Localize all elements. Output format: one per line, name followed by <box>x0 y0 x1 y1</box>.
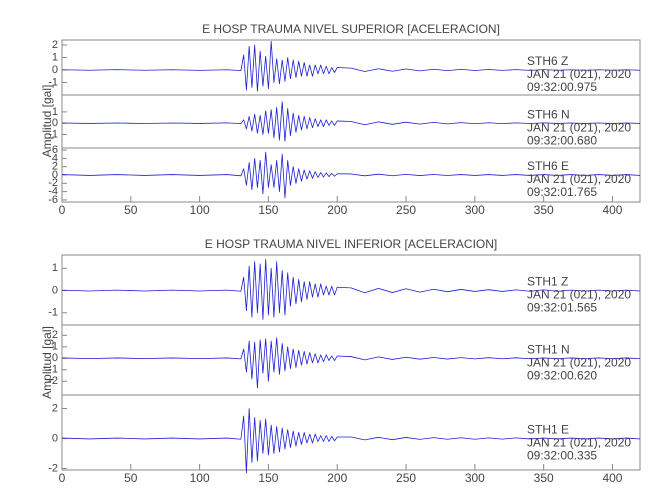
station-annotation: STH6 N <box>527 107 570 121</box>
x-tick-label: 400 <box>602 471 622 485</box>
x-tick-label: 350 <box>534 471 554 485</box>
y-axis-label: Amplitud [gal] <box>40 326 54 399</box>
station-annotation: STH1 Z <box>527 275 568 289</box>
y-tick-label: -1 <box>48 128 58 140</box>
y-tick-label: 0 <box>52 64 58 76</box>
y-tick-label: 1 <box>52 262 58 274</box>
x-tick-label: 400 <box>602 203 622 217</box>
x-tick-label: 50 <box>124 203 138 217</box>
x-tick-label: 200 <box>327 471 347 485</box>
y-tick-label: 1 <box>52 341 58 353</box>
waveform <box>61 259 641 320</box>
y-tick-label: 0 <box>52 284 58 296</box>
y-axis-label: Amplitud [gal] <box>40 85 54 158</box>
station-annotation: 09:32:01.565 <box>527 301 597 315</box>
panel-frame <box>61 394 641 471</box>
y-tick-label: -2 <box>48 375 58 387</box>
station-annotation: STH1 E <box>527 423 569 437</box>
x-tick-label: 0 <box>59 203 66 217</box>
station-annotation: 09:32:00.335 <box>527 449 597 463</box>
y-tick-label: 1 <box>52 106 58 118</box>
station-annotation: JAN 21 (021), 2020 <box>527 355 631 369</box>
x-tick-label: 150 <box>258 471 278 485</box>
waveform <box>61 337 641 389</box>
x-tick-label: 200 <box>327 203 347 217</box>
y-tick-label: -6 <box>48 194 58 206</box>
station-annotation: JAN 21 (021), 2020 <box>527 120 631 134</box>
x-tick-label: 350 <box>534 203 554 217</box>
y-tick-label: -1 <box>48 76 58 88</box>
y-tick-label: 1 <box>52 51 58 63</box>
station-annotation: JAN 21 (021), 2020 <box>527 436 631 450</box>
station-annotation: 09:32:00.975 <box>527 80 597 94</box>
y-tick-label: 2 <box>52 39 58 51</box>
station-annotation: 09:32:01.765 <box>527 185 597 199</box>
station-annotation: STH6 E <box>527 159 569 173</box>
station-annotation: JAN 21 (021), 2020 <box>527 288 631 302</box>
chart-title: E HOSP TRAUMA NIVEL SUPERIOR [ACELERACIO… <box>202 22 500 36</box>
x-tick-label: 0 <box>59 471 66 485</box>
y-tick-label: 0 <box>52 352 58 364</box>
station-annotation: STH1 N <box>527 342 570 356</box>
x-tick-label: 250 <box>396 471 416 485</box>
x-tick-label: 150 <box>258 203 278 217</box>
station-annotation: 09:32:00.620 <box>527 368 597 382</box>
waveform <box>61 151 641 199</box>
station-annotation: 09:32:00.680 <box>527 133 597 147</box>
y-tick-label: 2 <box>52 329 58 341</box>
y-tick-label: -1 <box>48 364 58 376</box>
y-tick-label: -1 <box>48 307 58 319</box>
station-annotation: JAN 21 (021), 2020 <box>527 67 631 81</box>
y-tick-label: -2 <box>48 462 58 474</box>
x-tick-label: 100 <box>190 471 210 485</box>
x-tick-label: 250 <box>396 203 416 217</box>
y-tick-label: 2 <box>52 402 58 414</box>
chart-title: E HOSP TRAUMA NIVEL INFERIOR [ACELERACIO… <box>205 237 498 251</box>
y-tick-label: -2 <box>48 177 58 189</box>
x-tick-label: 50 <box>124 471 138 485</box>
y-tick-label: -4 <box>48 186 58 198</box>
y-tick-label: 0 <box>52 169 58 181</box>
waveform <box>61 101 641 142</box>
station-annotation: JAN 21 (021), 2020 <box>527 172 631 186</box>
y-tick-label: 0 <box>52 117 58 129</box>
waveform <box>61 40 641 92</box>
waveform <box>61 408 641 474</box>
x-tick-label: 100 <box>190 203 210 217</box>
station-annotation: STH6 Z <box>527 54 568 68</box>
y-tick-label: 0 <box>52 432 58 444</box>
x-tick-label: 300 <box>465 203 485 217</box>
y-tick-label: 6 <box>52 144 58 156</box>
y-tick-label: 4 <box>52 152 58 164</box>
x-tick-label: 300 <box>465 471 485 485</box>
y-tick-label: 2 <box>52 161 58 173</box>
